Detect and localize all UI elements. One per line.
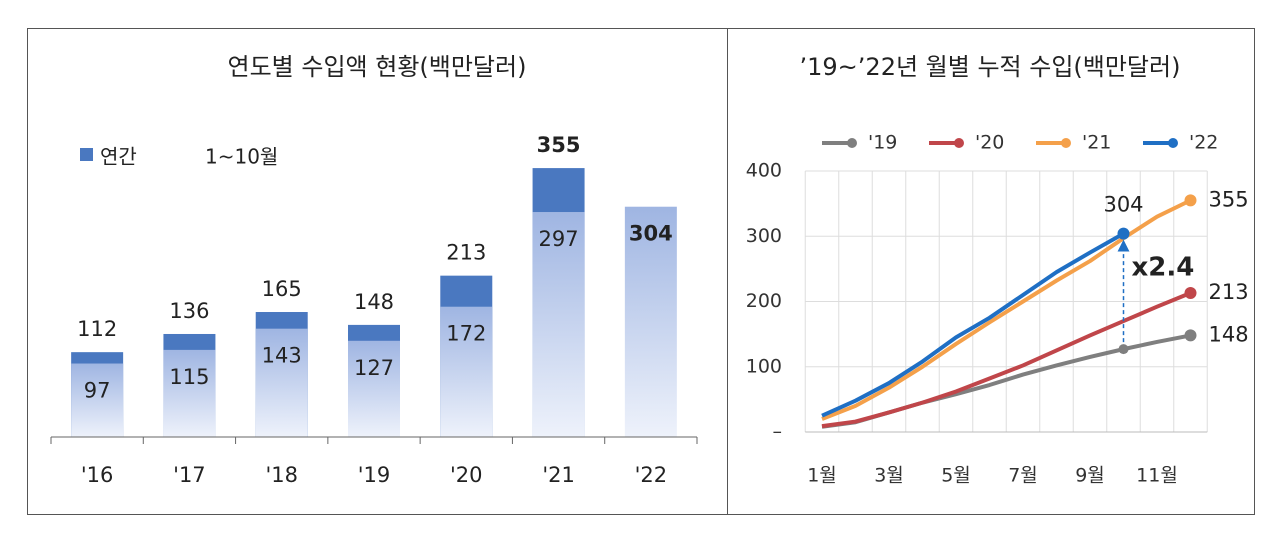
legend-marker <box>1168 138 1178 148</box>
y-tick-label: 400 <box>746 160 782 182</box>
bar <box>255 328 308 437</box>
x-tick-label: '17 <box>173 463 206 487</box>
x-tick-label: '18 <box>265 463 298 487</box>
annotation: x2.4 <box>1132 253 1195 283</box>
legend-marker <box>847 138 857 148</box>
bar <box>163 349 216 437</box>
value-label: 115 <box>169 365 209 389</box>
end-marker <box>1184 287 1197 300</box>
right-panel <box>727 28 1255 515</box>
legend-marker <box>1061 138 1071 148</box>
value-label: 148 <box>1209 322 1249 346</box>
line <box>821 291 1192 429</box>
x-tick-label: '20 <box>450 463 483 487</box>
chart-title: ’19~’22년 월별 누적 수입(백만달러) <box>800 53 1181 81</box>
x-tick-label: 5월 <box>941 465 971 487</box>
legend-label: '19 <box>868 132 897 154</box>
marker <box>1118 344 1129 355</box>
x-tick-label: '22 <box>635 463 668 487</box>
value-label: 297 <box>539 227 579 251</box>
x-tick-label: '21 <box>542 463 575 487</box>
value-label: 304 <box>1103 193 1143 217</box>
x-tick-label: '19 <box>358 463 391 487</box>
value-label: 304 <box>629 222 673 246</box>
chart-title: 연도별 수입액 현황(백만달러) <box>228 53 527 81</box>
end-marker <box>1184 194 1197 207</box>
bar <box>624 206 677 437</box>
legend-label: '21 <box>1082 132 1111 154</box>
legend-marker <box>954 138 964 148</box>
bar <box>71 363 124 437</box>
y-tick-label: 100 <box>746 355 782 377</box>
x-tick-label: 3월 <box>874 465 904 487</box>
value-label: 143 <box>262 344 302 368</box>
value-label: 172 <box>446 322 486 346</box>
end-marker <box>1184 329 1197 342</box>
x-tick-label: 9월 <box>1075 465 1105 487</box>
value-label: 97 <box>84 379 111 403</box>
legend-label: '22 <box>1189 132 1218 154</box>
line <box>821 231 1125 418</box>
x-tick-label: 1월 <box>807 465 837 487</box>
value-label: 213 <box>1209 280 1249 304</box>
value-label: 213 <box>446 241 486 265</box>
value-label: 148 <box>354 290 394 314</box>
legend-label: 1~10월 <box>205 145 278 169</box>
x-tick-label: 7월 <box>1008 465 1038 487</box>
value-label: 127 <box>354 356 394 380</box>
value-label: 355 <box>1209 187 1249 211</box>
x-tick-label: 11월 <box>1136 465 1178 487</box>
end-marker <box>1117 227 1130 240</box>
left-panel <box>27 28 728 515</box>
legend-swatch <box>80 148 93 161</box>
bar <box>532 212 585 437</box>
x-tick-label: '16 <box>81 463 114 487</box>
bar <box>440 306 493 437</box>
legend-label: '20 <box>975 132 1004 154</box>
legend-label: 연간 <box>100 145 137 169</box>
y-tick-label: – <box>773 421 783 443</box>
y-tick-label: 300 <box>746 225 782 247</box>
bar <box>348 340 400 437</box>
value-label: 112 <box>77 317 117 341</box>
value-label: 165 <box>262 277 302 301</box>
value-label: 136 <box>169 299 209 323</box>
y-tick-label: 200 <box>746 290 782 312</box>
value-label: 355 <box>537 133 581 157</box>
